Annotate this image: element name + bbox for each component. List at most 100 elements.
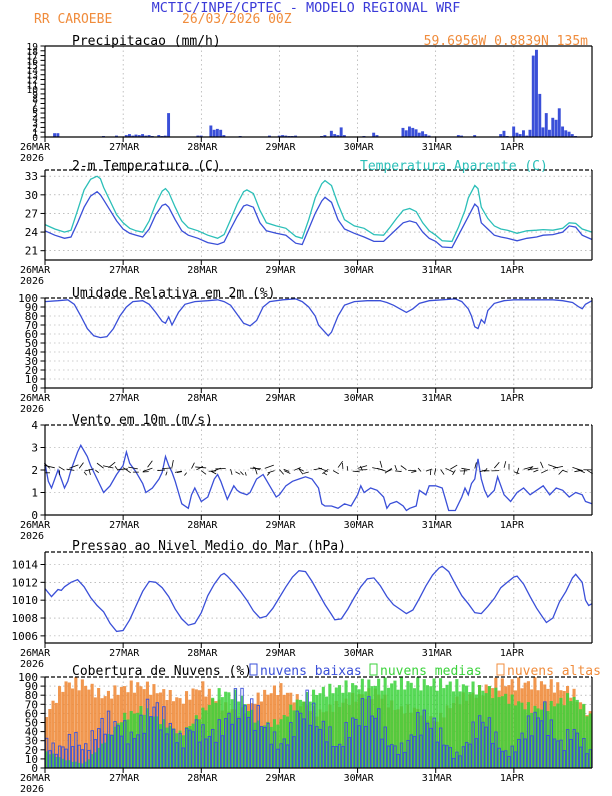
wind-barb: [240, 472, 243, 475]
temp-ytick-label: 27: [25, 207, 38, 220]
wind-ytick-label: 3: [31, 442, 38, 455]
wind-barb: [504, 461, 506, 468]
wind-xtick-label: 28MAR: [187, 520, 218, 531]
wind-barb: [333, 471, 339, 474]
cloud-legend-label-2: nuvens altas: [507, 664, 601, 679]
clouds-xtick-label: 26MAR: [20, 773, 51, 784]
wind-xtick-label: 29MAR: [265, 520, 296, 531]
wind-barb: [303, 472, 308, 473]
rh-xtick-label: 26MAR: [20, 393, 51, 404]
clouds-xtick-label: 29MAR: [265, 773, 296, 784]
press-ytick-label: 1014: [12, 558, 39, 571]
wind-barb: [84, 472, 87, 475]
wind-barb: [353, 471, 360, 472]
cloud-legend-swatch-1: [370, 664, 377, 675]
precip-bar: [219, 130, 222, 137]
wind-barb: [268, 471, 275, 473]
temp-ytick-label: 21: [25, 245, 38, 258]
wind-barb: [115, 466, 118, 470]
clouds-title: Cobertura de Nuvens (%): [72, 664, 252, 679]
press-year-label: 2026: [20, 659, 44, 670]
precip-bar: [555, 120, 558, 137]
wind-barb: [103, 466, 113, 468]
precip-ytick-label: 19: [27, 42, 39, 53]
wind-barb: [235, 472, 240, 475]
precip-bar: [418, 133, 421, 137]
wind-barb: [358, 466, 367, 469]
precip-bar: [402, 128, 405, 137]
wind-barb: [395, 471, 401, 472]
clouds-xtick-label: 31MAR: [422, 773, 453, 784]
precip-bar: [213, 130, 216, 137]
precip-bar: [538, 94, 541, 137]
press-title: Pressao ao Nivel Medio do Mar (hPa): [72, 539, 346, 554]
wind-barb: [563, 470, 568, 472]
wind-barb: [123, 468, 131, 473]
press-series-pressao: [45, 566, 592, 631]
cloud-legend-label-1: nuvens medias: [380, 664, 482, 679]
precip-bar: [167, 113, 170, 137]
temp-xtick-label: 30MAR: [344, 265, 375, 276]
wind-barb: [514, 472, 519, 474]
rh-xtick-label: 1APR: [500, 393, 525, 404]
precip-bar: [516, 133, 519, 137]
wind-barb: [245, 472, 246, 475]
wind-barb: [380, 461, 382, 468]
press-xtick-label: 29MAR: [265, 648, 296, 659]
press-xtick-label: 27MAR: [109, 648, 140, 659]
precip-xtick-label: 1APR: [500, 142, 525, 153]
precip-bar: [551, 118, 554, 137]
rh-xtick-label: 31MAR: [422, 393, 453, 404]
precip-bar: [340, 127, 343, 137]
temp-xtick-label: 28MAR: [187, 265, 218, 276]
rh-year-label: 2026: [20, 404, 44, 415]
wind-barb: [452, 470, 455, 475]
wind-barb: [97, 463, 104, 468]
wind-xtick-label: 26MAR: [20, 520, 51, 531]
precip-bar: [411, 128, 414, 137]
press-xtick-label: 30MAR: [344, 648, 375, 659]
wind-year-label: 2026: [20, 531, 44, 542]
clouds-year-label: 2026: [20, 784, 44, 792]
wind-barb: [96, 470, 99, 472]
wind-ytick-label: 4: [31, 419, 38, 432]
precip-bar: [545, 113, 548, 137]
temp-xtick-label: 1APR: [500, 265, 525, 276]
precip-bar: [405, 130, 408, 137]
wind-barb: [59, 467, 65, 471]
precip-bar: [330, 131, 333, 137]
precip-bar: [564, 130, 567, 137]
rh-xtick-label: 29MAR: [265, 393, 296, 404]
precip-xtick-label: 28MAR: [187, 142, 218, 153]
precip-bar: [522, 130, 525, 137]
wind-xtick-label: 31MAR: [422, 520, 453, 531]
wind-series-vento: [45, 445, 592, 510]
precip-bar: [529, 130, 532, 137]
wind-xtick-label: 30MAR: [344, 520, 375, 531]
press-xtick-label: 1APR: [500, 648, 525, 659]
rh-ytick-label: 100: [18, 292, 38, 305]
precip-bar: [561, 127, 564, 138]
wind-barb: [401, 466, 407, 470]
temp-ytick-label: 24: [25, 226, 39, 239]
temp-xtick-label: 31MAR: [422, 265, 453, 276]
precip-bar: [421, 131, 424, 137]
wind-xtick-label: 1APR: [500, 520, 525, 531]
clouds-ytick-label: 100: [18, 671, 38, 684]
rh-series-umidade-relativa: [45, 299, 592, 338]
wind-barb: [166, 472, 167, 476]
cloud-bar-medias: [452, 691, 455, 768]
wind-barb: [192, 463, 195, 469]
temp-series-temperatura: [45, 192, 592, 248]
precip-bar: [512, 127, 515, 138]
temp-xtick-label: 27MAR: [109, 265, 140, 276]
press-ytick-label: 1006: [12, 630, 39, 643]
precip-xtick-label: 31MAR: [422, 142, 453, 153]
precip-bar: [209, 126, 212, 138]
precip-bar: [216, 129, 219, 137]
clouds-xtick-label: 27MAR: [109, 773, 140, 784]
cloud-legend-label-0: nuvens baixas: [260, 664, 362, 679]
wind-title: Vento em 10m (m/s): [72, 413, 213, 428]
